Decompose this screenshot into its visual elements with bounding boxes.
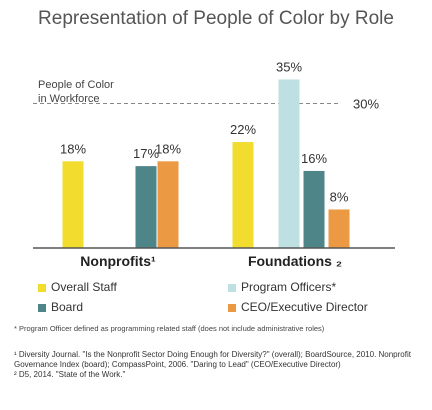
bar-data-label: 35% bbox=[276, 59, 302, 74]
sources: ¹ Diversity Journal. "Is the Nonprofit S… bbox=[14, 350, 424, 380]
bar-data-label: 22% bbox=[230, 122, 256, 137]
chart-title: Representation of People of Color by Rol… bbox=[38, 8, 394, 29]
reference-line-annotation: People of Color bbox=[38, 79, 114, 91]
legend-label: Board bbox=[51, 300, 84, 314]
legend-swatch bbox=[228, 303, 236, 312]
legend-swatch bbox=[228, 283, 236, 292]
reference-line-label: 30% bbox=[353, 97, 379, 112]
bar-nonprofits-0 bbox=[62, 161, 84, 248]
bar-foundations-1 bbox=[278, 79, 300, 249]
legend-swatch bbox=[38, 303, 46, 312]
bar-data-label: 16% bbox=[301, 151, 327, 166]
category-label: Nonprofits¹ bbox=[80, 253, 156, 269]
legend-label: Overall Staff bbox=[51, 280, 117, 294]
bar-foundations-0 bbox=[232, 142, 254, 248]
legend-label: CEO/Executive Director bbox=[241, 300, 368, 314]
source-note: ¹ Diversity Journal. "Is the Nonprofit S… bbox=[14, 350, 411, 369]
bar-nonprofits-3 bbox=[157, 161, 179, 248]
legend-label: Program Officers* bbox=[241, 280, 337, 294]
reference-line-annotation: in Workforce bbox=[38, 93, 100, 105]
legend-item-ceo: CEO/Executive Director bbox=[228, 300, 368, 314]
source-note: ² D5, 2014. "State of the Work." bbox=[14, 370, 126, 379]
footnote: * Program Officer defined as programming… bbox=[14, 324, 325, 333]
bar-data-label: 18% bbox=[155, 141, 181, 156]
bar-foundations-3 bbox=[328, 209, 350, 248]
bar-foundations-2 bbox=[303, 170, 325, 248]
legend-swatch bbox=[38, 283, 46, 292]
legend-item-overall-staff: Overall Staff bbox=[38, 280, 117, 294]
category-label: Foundations ₂ bbox=[248, 253, 342, 269]
bar-data-label: 18% bbox=[60, 141, 86, 156]
bar-data-label: 17% bbox=[133, 146, 159, 161]
bar-nonprofits-2 bbox=[135, 166, 157, 248]
bar-data-label: 8% bbox=[330, 189, 349, 204]
legend-item-board: Board bbox=[38, 300, 83, 314]
legend-item-program-officers: Program Officers* bbox=[228, 280, 336, 294]
